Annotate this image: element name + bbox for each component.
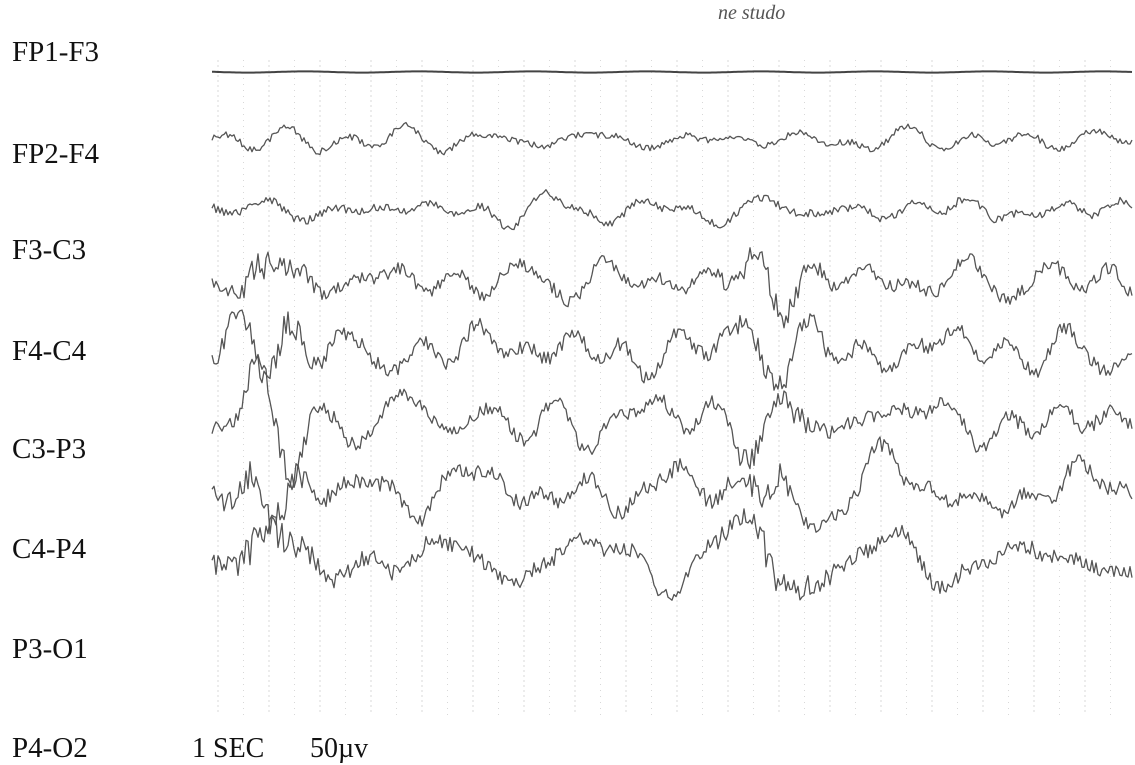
trace-p3-o1 — [211, 436, 1133, 535]
channel-label-f4-c4: F4-C4 — [12, 335, 87, 367]
channel-label-p4-o2: P4-O2 — [12, 732, 88, 764]
channel-label-fp1-f3: FP1-F3 — [12, 36, 100, 68]
channel-label-f3-c3: F3-C3 — [12, 234, 87, 266]
trace-fp1-f3 — [212, 70, 1133, 74]
time-scale-label: 1 SEC — [192, 733, 265, 764]
channel-label-p3-o1: P3-O1 — [12, 633, 88, 665]
trace-c4-p4 — [211, 353, 1133, 491]
eeg-traces — [211, 70, 1133, 601]
trace-f3-c3 — [211, 189, 1133, 231]
channel-label-fp2-f4: FP2-F4 — [12, 138, 100, 170]
trace-p4-o2 — [211, 508, 1133, 601]
amplitude-scale-label: 50µv — [310, 733, 369, 764]
trace-f4-c4 — [211, 247, 1133, 329]
channel-label-c3-p3: C3-P3 — [12, 433, 87, 465]
time-grid-lines — [217, 60, 1111, 715]
trace-fp2-f4 — [211, 121, 1133, 156]
header-handwriting: ne studo — [718, 2, 786, 24]
trace-c3-p3 — [211, 309, 1133, 391]
channel-label-c4-p4: C4-P4 — [12, 533, 87, 565]
